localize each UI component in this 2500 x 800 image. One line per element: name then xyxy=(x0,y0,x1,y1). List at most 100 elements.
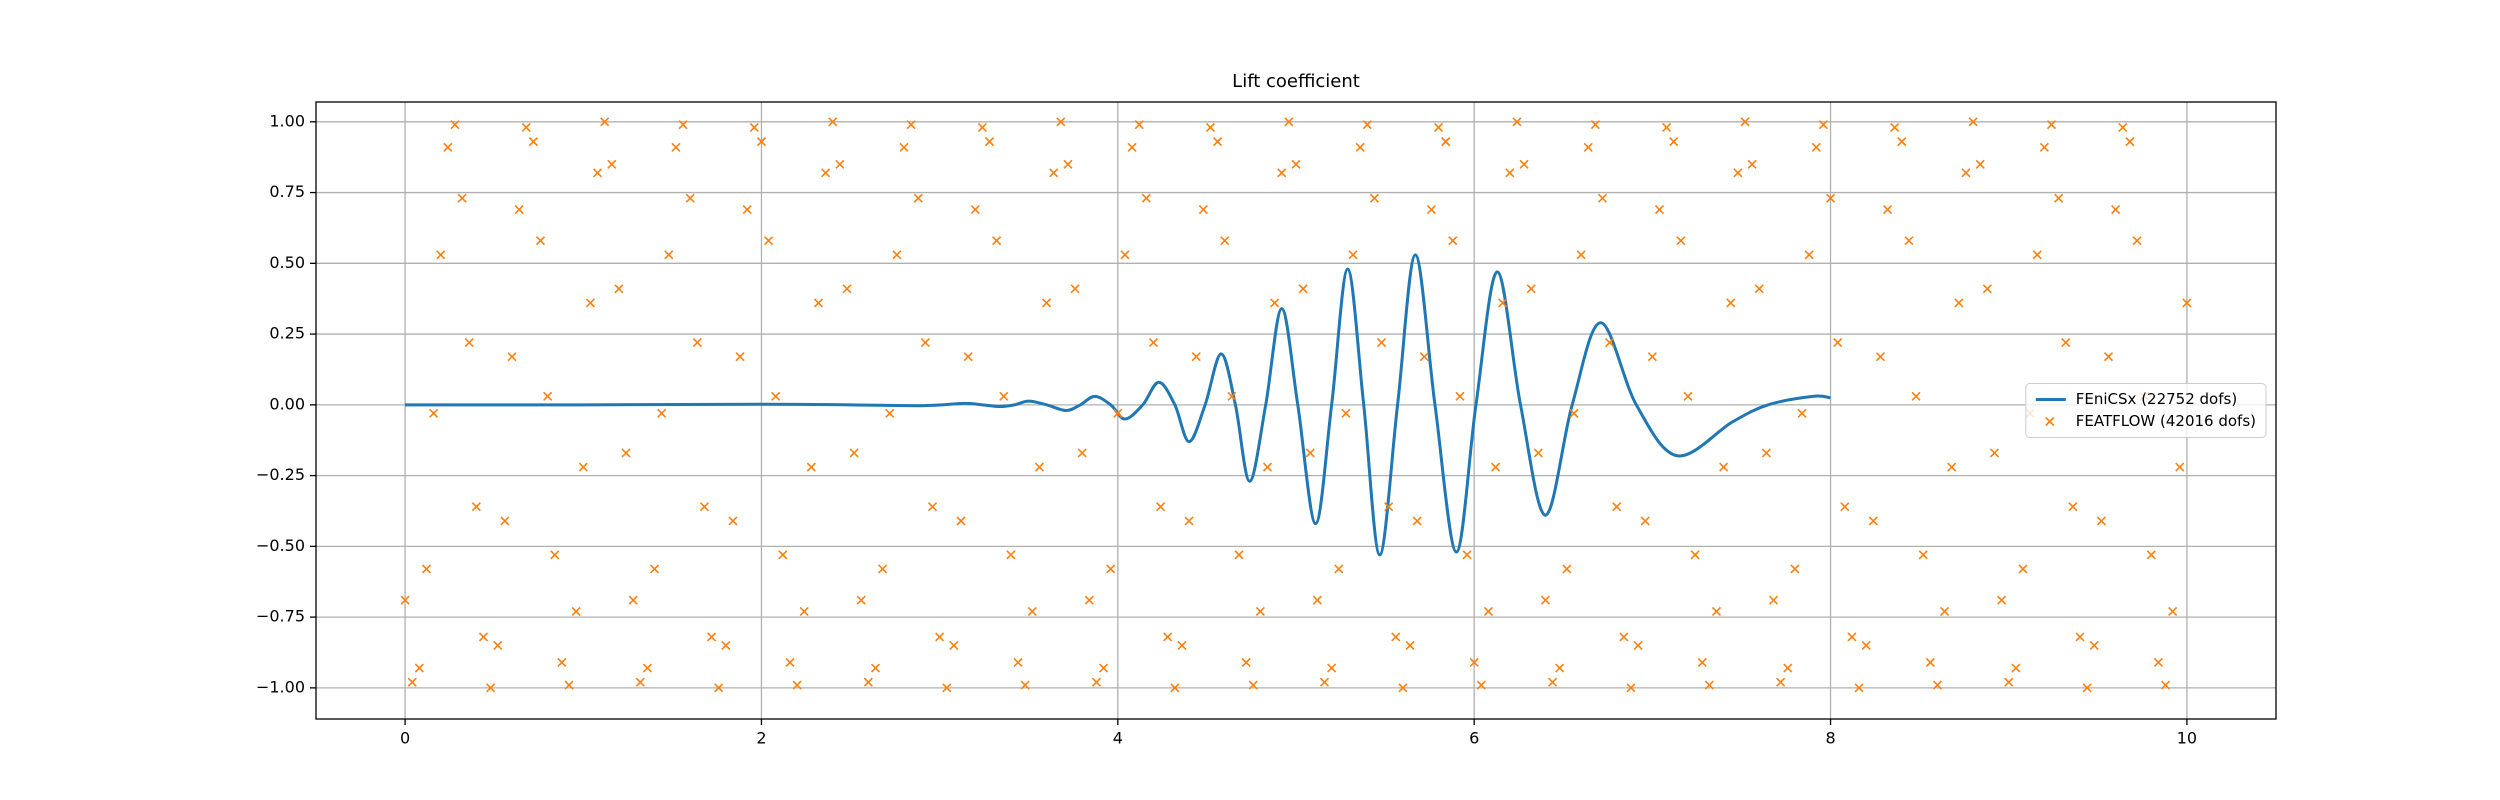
data-point xyxy=(1954,298,1964,308)
data-point xyxy=(614,284,624,294)
data-point xyxy=(1590,120,1600,130)
data-point xyxy=(1220,236,1230,246)
data-point xyxy=(1654,204,1665,215)
data-point xyxy=(821,168,831,178)
data-point xyxy=(1027,606,1037,617)
data-point xyxy=(1284,117,1294,127)
y-tick-label: 1.00 xyxy=(269,111,305,130)
data-point xyxy=(2075,632,2085,642)
data-point xyxy=(1170,683,1180,693)
data-point xyxy=(1369,193,1379,203)
data-point xyxy=(756,137,767,147)
chart-title: Lift coefficient xyxy=(1232,71,1360,92)
data-point xyxy=(878,564,888,574)
data-point xyxy=(1797,408,1807,418)
data-point xyxy=(927,502,938,512)
data-point xyxy=(1597,193,1608,203)
data-point xyxy=(1312,595,1322,605)
data-line xyxy=(405,253,1831,557)
data-point xyxy=(1733,168,1743,178)
data-point xyxy=(1234,550,1244,560)
data-point xyxy=(543,391,553,401)
data-point xyxy=(1768,595,1779,605)
data-point xyxy=(2168,606,2178,617)
legend-label: FEATFLOW (42016 dofs) xyxy=(2076,412,2256,430)
y-tick-label: 0.00 xyxy=(269,394,305,413)
data-point xyxy=(1049,168,1059,178)
data-point xyxy=(600,117,610,127)
data-point xyxy=(414,663,424,673)
data-point xyxy=(500,516,510,526)
data-point xyxy=(1925,657,1935,667)
data-point xyxy=(1191,352,1201,362)
data-point xyxy=(1127,142,1137,152)
legend-marker xyxy=(2045,416,2055,427)
data-point xyxy=(457,193,467,203)
data-point xyxy=(1448,236,1458,246)
data-point xyxy=(835,159,845,169)
data-point xyxy=(1605,338,1615,348)
data-point xyxy=(685,193,695,203)
data-point xyxy=(1262,462,1273,472)
data-point xyxy=(2068,502,2078,512)
data-point xyxy=(1818,120,1828,130)
data-point xyxy=(1006,550,1016,560)
data-point xyxy=(870,663,881,673)
data-point xyxy=(1348,250,1358,260)
data-point xyxy=(920,338,930,348)
data-point xyxy=(771,391,781,401)
data-point xyxy=(1704,680,1714,690)
data-point xyxy=(806,462,816,472)
data-point xyxy=(1113,408,1123,418)
data-point xyxy=(1419,352,1429,362)
data-point xyxy=(514,204,524,215)
data-point xyxy=(1548,677,1558,687)
data-point xyxy=(1433,122,1444,133)
data-point xyxy=(642,663,652,673)
data-point xyxy=(1483,606,1494,617)
data-point xyxy=(749,122,759,133)
data-point xyxy=(1761,448,1771,458)
data-point xyxy=(2160,680,2171,690)
data-point xyxy=(1940,606,1950,617)
data-point xyxy=(1697,657,1707,667)
data-point xyxy=(671,142,681,152)
data-point xyxy=(1205,122,1216,133)
data-point xyxy=(493,640,503,650)
data-point xyxy=(828,117,838,127)
data-point xyxy=(1968,117,1978,127)
data-point xyxy=(849,448,859,458)
data-point xyxy=(999,391,1009,401)
data-point xyxy=(2054,193,2064,203)
y-tick-label: 0.75 xyxy=(269,182,305,201)
data-point xyxy=(1098,663,1109,673)
data-point xyxy=(471,502,481,512)
data-point xyxy=(1227,391,1237,401)
data-point xyxy=(1077,448,1087,458)
data-point xyxy=(2011,663,2021,673)
data-point xyxy=(1441,137,1451,147)
data-point xyxy=(699,502,710,512)
data-point xyxy=(892,250,902,260)
data-point xyxy=(1498,298,1508,308)
data-point xyxy=(1305,448,1315,458)
data-point xyxy=(1327,663,1337,673)
data-point xyxy=(571,606,581,617)
data-point xyxy=(1840,502,1850,512)
data-point xyxy=(1156,502,1166,512)
data-point xyxy=(1106,564,1116,574)
data-point xyxy=(1334,564,1344,574)
data-point xyxy=(1676,236,1686,246)
data-point xyxy=(1719,462,1729,472)
data-point xyxy=(778,550,788,560)
x-tick-label: 0 xyxy=(400,729,410,748)
data-point xyxy=(1405,640,1415,650)
data-point xyxy=(1476,680,1486,690)
data-point xyxy=(899,142,909,152)
data-point xyxy=(592,168,603,178)
data-point xyxy=(1890,122,1900,133)
data-point xyxy=(664,250,674,260)
data-point xyxy=(692,338,702,348)
data-point xyxy=(1376,338,1387,348)
data-point xyxy=(1034,462,1044,472)
